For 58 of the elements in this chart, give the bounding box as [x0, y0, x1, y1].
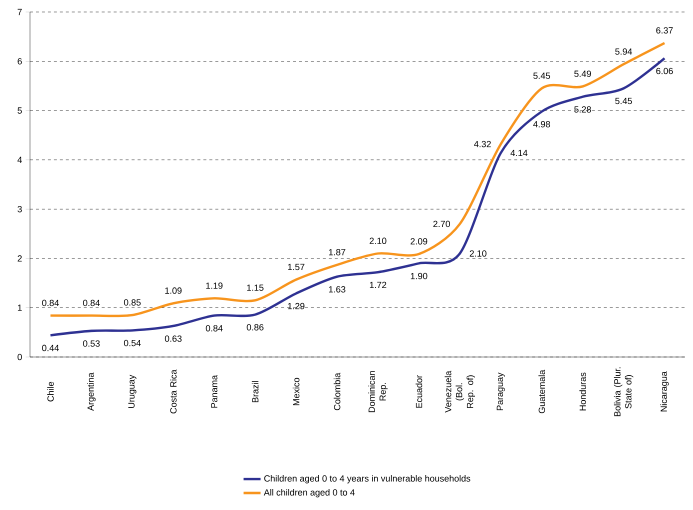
- data-label: 2.10: [470, 250, 486, 257]
- x-tick-label: Nicaragua: [660, 371, 669, 412]
- data-label: 0.84: [83, 300, 100, 306]
- x-tick-label: Panama: [211, 375, 218, 408]
- data-label: 1.87: [328, 248, 346, 256]
- x-tick-label: Mexico: [292, 378, 300, 406]
- x-tick-label: Dominican Rep.: [368, 371, 388, 412]
- x-tick-label: Costa Rica: [170, 370, 177, 414]
- data-label: 4.32: [474, 140, 491, 148]
- data-label: 1.19: [206, 282, 223, 289]
- x-tick-label: Brazil: [252, 381, 258, 402]
- x-tick-label: Honduras: [579, 372, 586, 410]
- data-label: 5.94: [615, 48, 632, 55]
- data-label: 0.85: [124, 299, 141, 306]
- data-label: 0.84: [42, 300, 59, 306]
- data-label: 1.63: [328, 286, 346, 293]
- data-label: 0.53: [83, 340, 100, 347]
- data-label: 1.29: [288, 302, 304, 310]
- data-label: 2.10: [370, 238, 386, 244]
- data-label: 0.86: [246, 324, 264, 330]
- y-tick-label: 5: [18, 107, 22, 114]
- data-label: 5.49: [574, 70, 591, 77]
- x-tick-label: Chile: [47, 382, 54, 402]
- x-tick-label: Ecuador: [416, 375, 422, 408]
- x-tick-label: Venezuela (Bol. Rep. of): [444, 370, 475, 413]
- y-tick-label: 1: [18, 304, 22, 311]
- data-label: 1.09: [165, 287, 182, 294]
- y-tick-label: 3: [18, 206, 22, 212]
- y-tick-label: 4: [17, 156, 22, 163]
- data-label: 5.45: [615, 98, 632, 104]
- data-label: 6.06: [656, 68, 673, 74]
- data-label: 5.45: [533, 72, 550, 79]
- x-tick-label: Guatemala: [538, 370, 546, 414]
- y-tick-label: 7: [18, 8, 22, 16]
- data-label: 0.84: [206, 325, 223, 332]
- data-label: 2.09: [410, 238, 428, 244]
- x-tick-label: Bolivia (Plur. State of): [614, 367, 634, 416]
- x-tick-label: Argentina: [87, 372, 96, 411]
- data-label: 1.15: [247, 284, 264, 291]
- data-label: 0.44: [42, 344, 59, 352]
- data-label: 1.57: [288, 264, 304, 270]
- y-tick-label: 0: [18, 354, 22, 360]
- data-label: 0.63: [164, 335, 182, 342]
- legend-label: Children aged 0 to 4 years in vulnerable households: [264, 475, 470, 484]
- data-label: 1.90: [410, 272, 428, 280]
- data-label: 4.14: [510, 150, 528, 156]
- x-tick-label: Uruguay: [128, 374, 136, 408]
- x-tick-label: Paraguay: [496, 372, 505, 410]
- data-label: 5.28: [574, 106, 591, 113]
- y-tick-label: 6: [18, 58, 22, 64]
- x-tick-label: Colombia: [334, 372, 340, 410]
- data-label: 4.98: [533, 121, 550, 128]
- data-label: 1.72: [370, 282, 386, 288]
- data-label: 6.37: [656, 27, 673, 34]
- y-tick-label: 2: [18, 255, 22, 262]
- legend-label: All children aged 0 to 4: [264, 489, 355, 498]
- data-label: 2.70: [433, 220, 450, 228]
- data-label: 0.54: [124, 340, 141, 346]
